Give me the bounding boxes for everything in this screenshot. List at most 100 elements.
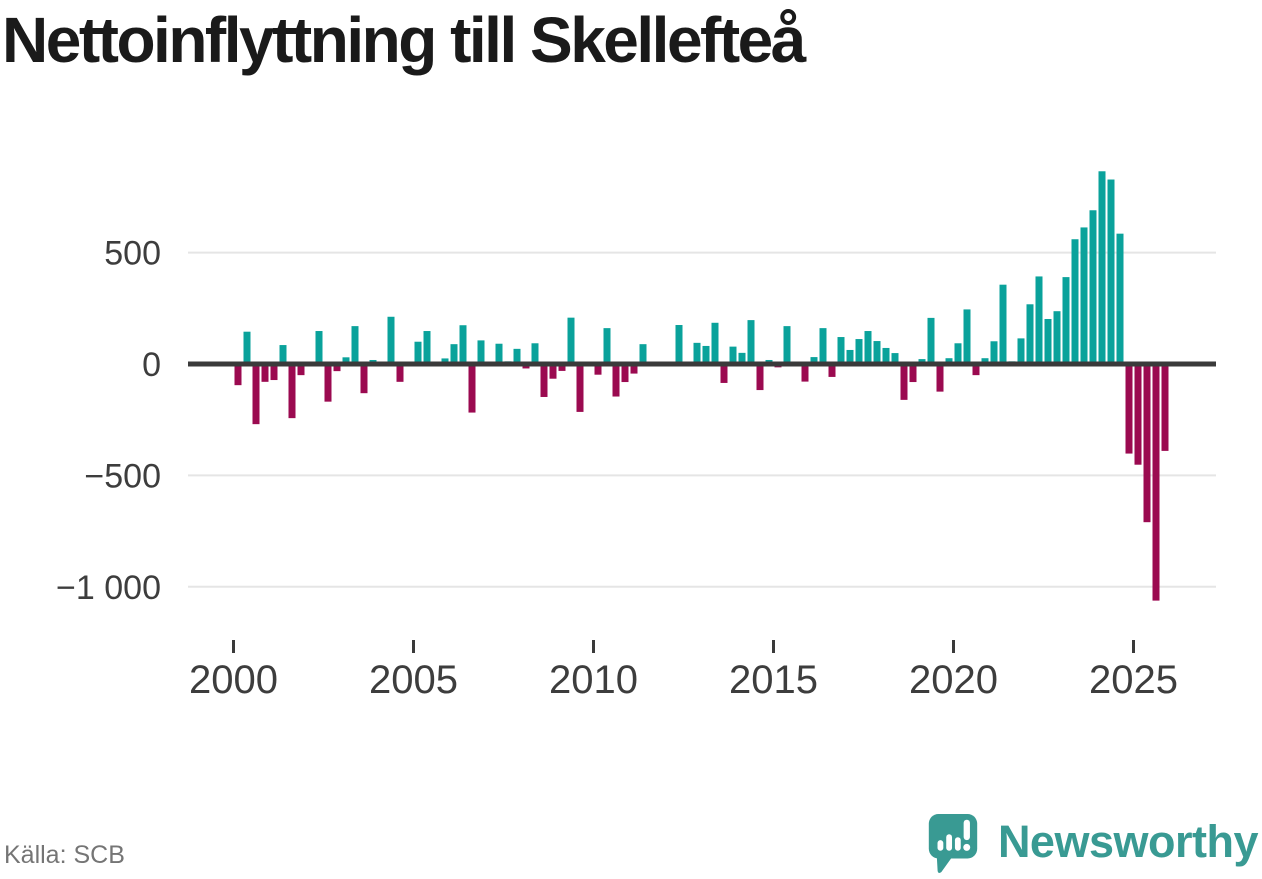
chart-title: Nettoinflyttning till Skellefteå — [2, 4, 806, 76]
bar-2025-q2 — [1143, 364, 1151, 523]
bar-2018-q2 — [891, 353, 899, 364]
bar-2016-q1 — [810, 357, 818, 364]
bar-2004-q2 — [387, 316, 395, 364]
bar-2011-q1 — [630, 364, 638, 374]
bar-2000-q2 — [243, 331, 251, 364]
logo-exclamation-dot — [963, 843, 971, 851]
y-axis-tick-label: −500 — [84, 457, 161, 495]
bar-2014-q2 — [747, 320, 755, 364]
bar-2019-q4 — [945, 358, 953, 364]
bar-2016-q3 — [828, 364, 836, 377]
bar-2022-q3 — [1044, 318, 1052, 364]
bar-2022-q2 — [1035, 276, 1043, 364]
bar-2023-q1 — [1062, 277, 1070, 364]
bar-2003-q2 — [351, 326, 359, 364]
bar-2013-q2 — [711, 322, 719, 364]
x-axis-tick-label: 2015 — [729, 658, 818, 702]
bar-2009-q3 — [576, 364, 584, 412]
bar-2000-q4 — [261, 364, 269, 382]
bar-2009-q1 — [558, 364, 566, 371]
bar-2006-q1 — [450, 344, 458, 364]
bar-2010-q3 — [612, 364, 620, 397]
x-axis-tick-label: 2005 — [369, 658, 458, 702]
bar-2020-q2 — [963, 309, 971, 364]
bar-2023-q4 — [1089, 210, 1097, 364]
bar-2025-q3 — [1152, 364, 1160, 601]
bar-2014-q1 — [738, 352, 746, 364]
x-axis-tick-label: 2025 — [1089, 658, 1178, 702]
bar-2013-q3 — [720, 364, 728, 383]
y-axis-tick-label: 0 — [142, 346, 161, 384]
bar-2003-q1 — [342, 357, 350, 364]
bar-2013-q4 — [729, 346, 737, 364]
bar-2001-q1 — [270, 364, 278, 381]
bar-2017-q1 — [846, 349, 854, 364]
bar-2001-q2 — [279, 345, 287, 364]
newsworthy-logo-icon — [928, 813, 978, 873]
bar-2020-q1 — [954, 343, 962, 364]
source-label: Källa: SCB — [4, 841, 125, 869]
bar-2022-q4 — [1053, 311, 1061, 364]
bar-2005-q4 — [441, 358, 449, 364]
bar-2023-q3 — [1080, 227, 1088, 364]
bar-2016-q2 — [819, 328, 827, 364]
y-axis-tick-label: 500 — [104, 235, 161, 273]
bar-2023-q2 — [1071, 239, 1079, 364]
bar-2018-q3 — [900, 364, 908, 400]
x-axis-tick-label: 2000 — [189, 658, 278, 702]
bar-2024-q3 — [1116, 233, 1124, 364]
bar-2017-q3 — [864, 331, 872, 364]
bar-2012-q2 — [675, 325, 683, 364]
bar-2019-q2 — [927, 317, 935, 364]
bar-2001-q4 — [297, 364, 305, 376]
bar-2001-q3 — [288, 364, 296, 419]
newsworthy-brand: Newsworthy — [925, 813, 1259, 873]
bar-2024-q4 — [1125, 364, 1133, 454]
bar-2021-q2 — [999, 284, 1007, 364]
bar-2000-q3 — [252, 364, 260, 425]
speech-bubble-tail — [936, 851, 956, 873]
bar-2021-q4 — [1017, 338, 1025, 364]
bar-2020-q3 — [972, 364, 980, 376]
bar-2005-q1 — [414, 341, 422, 364]
bar-2007-q2 — [495, 343, 503, 364]
bar-2013-q1 — [702, 345, 710, 364]
bar-2008-q3 — [540, 364, 548, 397]
bar-2009-q2 — [567, 317, 575, 364]
x-axis-tick-label: 2020 — [909, 658, 998, 702]
bar-2004-q3 — [396, 364, 404, 382]
bar-2002-q3 — [324, 364, 332, 402]
bar-2003-q3 — [360, 364, 368, 394]
logo-bar-1 — [937, 840, 944, 851]
x-axis-tick-label: 2010 — [549, 658, 638, 702]
bar-2024-q1 — [1098, 171, 1106, 364]
bar-2008-q2 — [531, 343, 539, 364]
newsworthy-logo-text: Newsworthy — [997, 816, 1259, 867]
bar-2007-q4 — [513, 348, 521, 364]
bar-2016-q4 — [837, 337, 845, 364]
bar-2020-q4 — [981, 358, 989, 364]
y-axis-tick-label: −1 000 — [56, 569, 161, 607]
bar-2024-q2 — [1107, 179, 1115, 364]
bar-2019-q3 — [936, 364, 944, 392]
logo-bar-3 — [954, 837, 961, 851]
bar-2025-q4 — [1161, 364, 1169, 451]
logo-exclamation-stem — [963, 819, 970, 841]
bar-2008-q4 — [549, 364, 557, 379]
bar-2002-q4 — [333, 364, 341, 372]
bar-2006-q3 — [468, 364, 476, 413]
bar-2021-q1 — [990, 341, 998, 364]
bar-2010-q4 — [621, 364, 629, 383]
bar-2015-q2 — [783, 326, 791, 364]
bar-2012-q4 — [693, 342, 701, 364]
bar-2006-q4 — [477, 340, 485, 364]
bar-2005-q2 — [423, 331, 431, 364]
bar-2017-q4 — [873, 341, 881, 364]
bar-2010-q1 — [594, 364, 602, 375]
bar-2022-q1 — [1026, 304, 1034, 364]
bar-2002-q2 — [315, 331, 323, 364]
logo-bar-2 — [946, 834, 952, 851]
bar-2014-q3 — [756, 364, 764, 391]
